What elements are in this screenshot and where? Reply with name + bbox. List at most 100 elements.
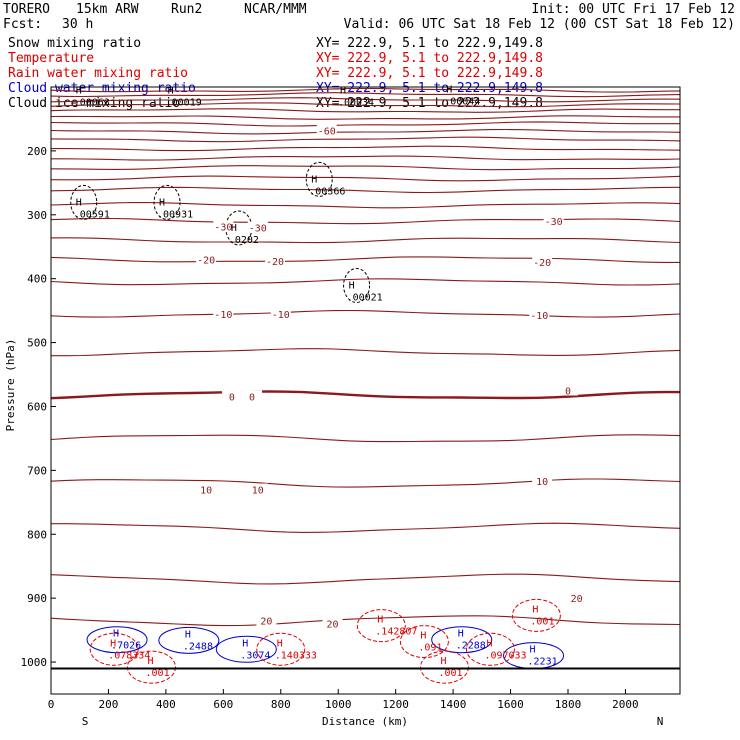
ice-contour bbox=[70, 184, 98, 220]
rain-max-value: .140333 bbox=[275, 650, 317, 661]
x-tick-label: 1200 bbox=[382, 698, 409, 711]
isotherm-label: 0 bbox=[229, 392, 235, 403]
cloud-water-max-value: .2231 bbox=[528, 657, 558, 668]
rain-high-marker: H bbox=[277, 638, 283, 649]
y-tick-label: 1000 bbox=[21, 656, 48, 669]
y-tick-label: 700 bbox=[27, 464, 47, 477]
ice-contour bbox=[153, 184, 181, 220]
rain-max-value: .001 bbox=[530, 616, 554, 627]
isotherm-line bbox=[50, 102, 681, 108]
isotherm-line bbox=[50, 115, 680, 120]
isotherm-label-bg bbox=[532, 475, 553, 487]
x-tick-label: 1600 bbox=[497, 698, 524, 711]
isotherm-label-bg bbox=[247, 483, 268, 495]
x-tick-label: 400 bbox=[156, 698, 176, 711]
isotherm-line bbox=[51, 155, 681, 161]
ice-high-marker: H bbox=[231, 223, 237, 234]
x-tick-label: 2000 bbox=[612, 698, 639, 711]
isotherm-line bbox=[50, 136, 681, 143]
isotherm-label: -20 bbox=[266, 257, 284, 268]
cloud-water-contour bbox=[158, 626, 220, 654]
field-snow: Snow mixing ratio bbox=[8, 36, 141, 51]
isotherm-label: 20 bbox=[260, 617, 272, 628]
rain-high-marker: H bbox=[110, 638, 116, 649]
ice-high-marker: H bbox=[446, 84, 452, 95]
isotherm-line bbox=[50, 97, 681, 103]
ice-max-value: .00931 bbox=[157, 209, 193, 220]
ice-high-marker: H bbox=[340, 86, 346, 97]
isotherm-label: 10 bbox=[252, 486, 264, 497]
isotherm-label: 20 bbox=[571, 594, 583, 605]
resolution-label: 15km ARW bbox=[76, 2, 139, 17]
cloud-water-max-value: .2288 bbox=[456, 641, 486, 652]
isotherm-label-bg bbox=[543, 215, 564, 227]
isotherm-label-bg bbox=[557, 384, 578, 396]
isotherm-label-bg bbox=[196, 253, 217, 265]
isotherm-line bbox=[50, 92, 681, 98]
model-name: TORERO bbox=[3, 2, 50, 17]
rain-max-value: .091 bbox=[418, 643, 442, 654]
y-tick-label: 400 bbox=[27, 273, 47, 286]
field-snow-xy: XY= 222.9, 5.1 to 222.9,149.8 bbox=[316, 36, 543, 51]
rain-contour bbox=[465, 632, 515, 666]
field-cloud-water: Cloud water mixing ratio bbox=[8, 81, 196, 96]
cloud-water-contour bbox=[215, 635, 277, 663]
rain-contour bbox=[89, 632, 139, 666]
isotherm-label-bg bbox=[221, 390, 242, 402]
rain-high-marker: H bbox=[148, 656, 154, 667]
isotherm-label-bg bbox=[247, 221, 268, 233]
x-tick-label: 1400 bbox=[440, 698, 467, 711]
isotherm-line bbox=[51, 145, 681, 152]
isotherm-line bbox=[50, 108, 680, 113]
isotherm-line bbox=[50, 175, 681, 182]
isotherm-line bbox=[50, 87, 681, 93]
isotherm-line bbox=[50, 256, 680, 263]
isotherm-layer bbox=[50, 87, 681, 627]
rain-contour bbox=[511, 598, 561, 632]
rain-high-marker: H bbox=[440, 656, 446, 667]
rain-max-value: .142807 bbox=[375, 627, 417, 638]
isotherm-label: -10 bbox=[214, 310, 232, 321]
isotherm-label: 0 bbox=[565, 387, 571, 398]
y-tick-label: 500 bbox=[27, 337, 47, 350]
isotherm-line bbox=[50, 615, 681, 627]
ice-max-value: .00063 bbox=[74, 98, 110, 109]
ice-max-value: .00019 bbox=[166, 98, 202, 109]
endpoint-north: N bbox=[657, 715, 664, 728]
cloud-water-high-marker: H bbox=[185, 629, 191, 640]
rain-high-marker: H bbox=[486, 638, 492, 649]
isotherm-label: 0 bbox=[249, 392, 255, 403]
x-tick-label: 1800 bbox=[555, 698, 582, 711]
ice-high-marker: H bbox=[311, 174, 317, 185]
isotherm-label: -30 bbox=[214, 222, 232, 233]
org-label: NCAR/MMM bbox=[244, 2, 307, 17]
isotherm-label: -20 bbox=[197, 256, 215, 267]
ice-high-marker: H bbox=[168, 86, 174, 97]
rain-contour bbox=[399, 625, 449, 659]
x-tick-label: 200 bbox=[99, 698, 119, 711]
ice-high-marker: H bbox=[76, 86, 82, 97]
rain-max-value: .001 bbox=[438, 668, 462, 679]
rain-high-marker: H bbox=[420, 631, 426, 642]
ice-contour bbox=[305, 161, 333, 197]
x-axis-title: Distance (km) bbox=[322, 715, 408, 728]
isotherm-line bbox=[50, 237, 681, 244]
isotherm-label-bg bbox=[566, 592, 587, 604]
isotherm-line bbox=[50, 201, 681, 209]
isotherm-label-bg bbox=[532, 256, 553, 268]
y-tick-label: 800 bbox=[27, 528, 47, 541]
isotherm-label-bg bbox=[213, 220, 234, 232]
ice-max-value: .00034 bbox=[338, 98, 374, 109]
isotherm-label-bg bbox=[322, 617, 343, 629]
isotherm-label: 20 bbox=[326, 620, 338, 631]
isotherm-label: -60 bbox=[318, 126, 336, 137]
y-tick-label: 900 bbox=[27, 592, 47, 605]
isotherm-line bbox=[50, 128, 681, 135]
isotherm-line bbox=[50, 278, 681, 286]
cloud-water-high-marker: H bbox=[530, 645, 536, 656]
y-tick-label: 600 bbox=[27, 400, 47, 413]
isotherm-line bbox=[50, 186, 681, 194]
isotherm-line bbox=[50, 309, 681, 318]
init-time: Init: 00 UTC Fri 17 Feb 12 bbox=[532, 2, 736, 17]
